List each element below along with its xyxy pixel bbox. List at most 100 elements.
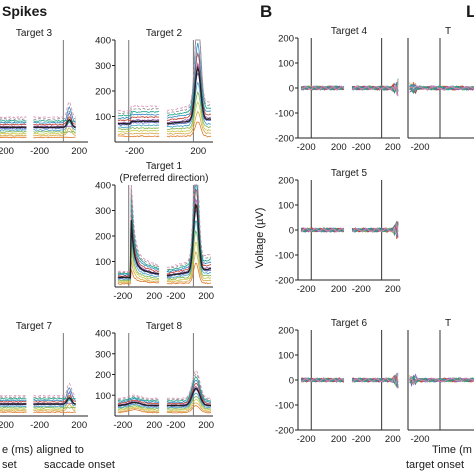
x-tick-label: -200: [30, 146, 49, 157]
trace-line: [117, 407, 160, 413]
x-tick-label: 200: [385, 434, 401, 445]
trace-line: [409, 85, 474, 91]
trace-line: [0, 397, 27, 400]
y-tick-label: 200: [95, 232, 111, 243]
subplot-title: Target 5: [331, 168, 368, 179]
trace-line: [300, 85, 345, 91]
ylabel-voltage: Voltage (µV): [254, 208, 266, 269]
y-tick-label: -200: [275, 134, 294, 145]
y-tick-label: 100: [278, 59, 294, 70]
x-tick-label: 200: [385, 284, 401, 295]
trace-line: [166, 376, 212, 402]
trace-line: [117, 132, 160, 136]
y-tick-label: 200: [278, 326, 294, 337]
x-tick-label: 200: [146, 291, 162, 302]
trace-line: [0, 127, 27, 130]
y-tick-label: -200: [275, 276, 294, 287]
trace-line: [33, 121, 76, 131]
y-tick-label: -100: [275, 401, 294, 412]
trace-line: [0, 408, 27, 411]
trace-line: [0, 123, 27, 126]
trace-line: [33, 390, 76, 399]
trace-line: [166, 399, 212, 411]
x-tick-label: 200: [71, 146, 87, 157]
trace-line: [33, 411, 76, 414]
trace-line: [117, 124, 160, 129]
trace-line: [166, 402, 212, 413]
trace-line: [117, 233, 160, 281]
subplot-subtitle: (Preferred direction): [120, 173, 209, 184]
xaxis-label-b-line1: Time (m: [432, 444, 472, 456]
y-tick-label: 100: [95, 112, 111, 123]
trace-line: [117, 396, 160, 401]
trace-line: [166, 262, 212, 285]
x-tick-label: 200: [146, 420, 162, 431]
mean-trace-line: [166, 387, 211, 407]
y-tick-label: 200: [95, 370, 111, 381]
trace-line: [117, 126, 160, 131]
x-tick-label: 200: [198, 291, 214, 302]
trace-line: [117, 184, 160, 273]
trace-line: [166, 121, 212, 138]
trace-line: [33, 100, 76, 119]
trace-line: [33, 406, 76, 409]
trace-line: [33, 106, 76, 124]
trace-line: [117, 403, 160, 409]
trace-line: [300, 85, 344, 91]
trace-line: [117, 110, 160, 117]
trace-line: [117, 405, 160, 410]
x-tick-label: -200: [410, 142, 429, 153]
trace-line: [301, 227, 345, 233]
trace-line: [117, 198, 160, 276]
x-tick-label: -200: [297, 434, 316, 445]
y-tick-label: 0: [289, 84, 294, 95]
trace-line: [0, 134, 27, 137]
trace-line: [166, 188, 212, 275]
x-tick-label: -200: [166, 420, 185, 431]
trace-line: [166, 184, 212, 269]
y-tick-label: 100: [278, 201, 294, 212]
trace-line: [33, 130, 76, 133]
x-tick-label: 200: [71, 420, 87, 431]
trace-line: [33, 403, 76, 412]
trace-line: [0, 136, 27, 139]
y-tick-label: -100: [275, 109, 294, 120]
trace-line: [166, 52, 212, 121]
trace-line: [33, 116, 76, 126]
x-tick-label: -200: [166, 291, 185, 302]
mean-trace-line: [117, 120, 160, 125]
trace-line: [117, 121, 160, 126]
trace-line: [166, 184, 212, 271]
panel-b-letter: B: [260, 2, 272, 21]
trace-line: [0, 396, 27, 399]
y-tick-label: 300: [95, 61, 111, 72]
trace-line: [166, 396, 212, 410]
trace-line: [117, 250, 160, 283]
trace-line: [300, 85, 345, 91]
xaxis-label-a-line2a: set: [2, 459, 17, 471]
trace-line: [351, 85, 399, 92]
subplot-clip_bot: T -200: [407, 318, 474, 445]
trace-line: [117, 135, 160, 138]
trace-line: [166, 373, 212, 401]
x-tick-label: -200: [352, 142, 371, 153]
trace-line: [301, 85, 345, 91]
mean-trace-line: [117, 401, 160, 407]
trace-line: [117, 398, 160, 403]
trace-line: [33, 136, 76, 139]
trace-line: [166, 383, 212, 405]
trace-line: [0, 129, 27, 132]
y-tick-label: 200: [278, 176, 294, 187]
trace-line: [300, 227, 344, 233]
trace-line: [33, 125, 76, 128]
panel-b-clipped-letter: L: [466, 2, 474, 21]
trace-line: [351, 225, 399, 236]
trace-line: [33, 395, 76, 403]
trace-line: [351, 374, 399, 387]
x-tick-label: 200: [331, 434, 347, 445]
y-tick-label: 300: [95, 206, 111, 217]
subplot-title: Target 6: [331, 318, 368, 329]
trace-line: [33, 110, 76, 121]
